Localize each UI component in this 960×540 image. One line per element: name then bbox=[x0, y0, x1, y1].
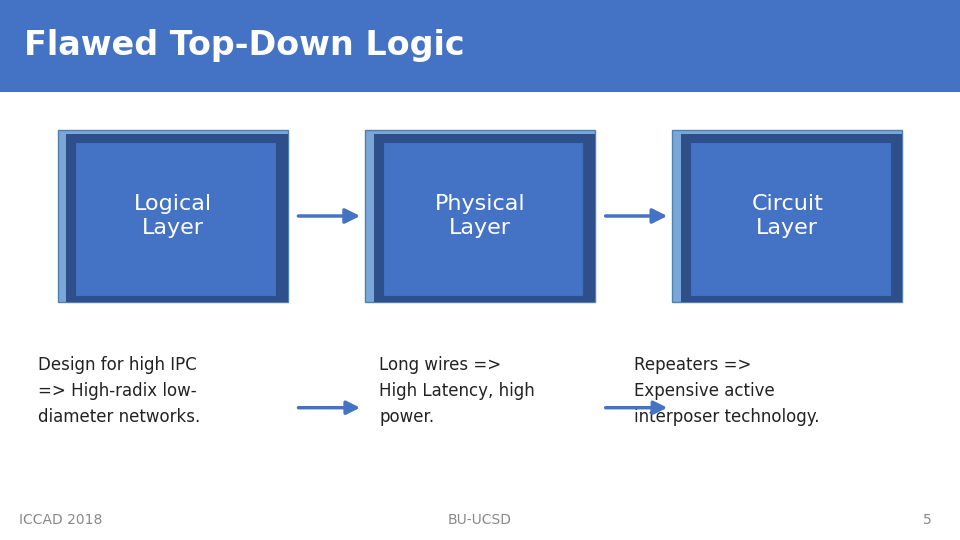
Text: Long wires =>
High Latency, high
power.: Long wires => High Latency, high power. bbox=[379, 356, 535, 426]
Text: Flawed Top-Down Logic: Flawed Top-Down Logic bbox=[24, 29, 465, 63]
FancyBboxPatch shape bbox=[672, 130, 902, 302]
Text: BU-UCSD: BU-UCSD bbox=[448, 512, 512, 526]
FancyBboxPatch shape bbox=[58, 130, 288, 302]
FancyBboxPatch shape bbox=[0, 0, 960, 92]
Text: Logical
Layer: Logical Layer bbox=[133, 194, 212, 238]
FancyBboxPatch shape bbox=[689, 142, 891, 296]
Text: Circuit
Layer: Circuit Layer bbox=[752, 194, 823, 238]
Text: 5: 5 bbox=[923, 512, 931, 526]
FancyBboxPatch shape bbox=[66, 134, 288, 302]
FancyBboxPatch shape bbox=[382, 142, 584, 296]
Text: Physical
Layer: Physical Layer bbox=[435, 194, 525, 238]
FancyBboxPatch shape bbox=[365, 130, 595, 302]
Text: Design for high IPC
=> High-radix low-
diameter networks.: Design for high IPC => High-radix low- d… bbox=[38, 356, 201, 426]
FancyBboxPatch shape bbox=[681, 134, 902, 302]
FancyBboxPatch shape bbox=[373, 134, 595, 302]
Text: Repeaters =>
Expensive active
interposer technology.: Repeaters => Expensive active interposer… bbox=[634, 356, 819, 426]
FancyBboxPatch shape bbox=[75, 142, 276, 296]
Text: ICCAD 2018: ICCAD 2018 bbox=[19, 512, 103, 526]
